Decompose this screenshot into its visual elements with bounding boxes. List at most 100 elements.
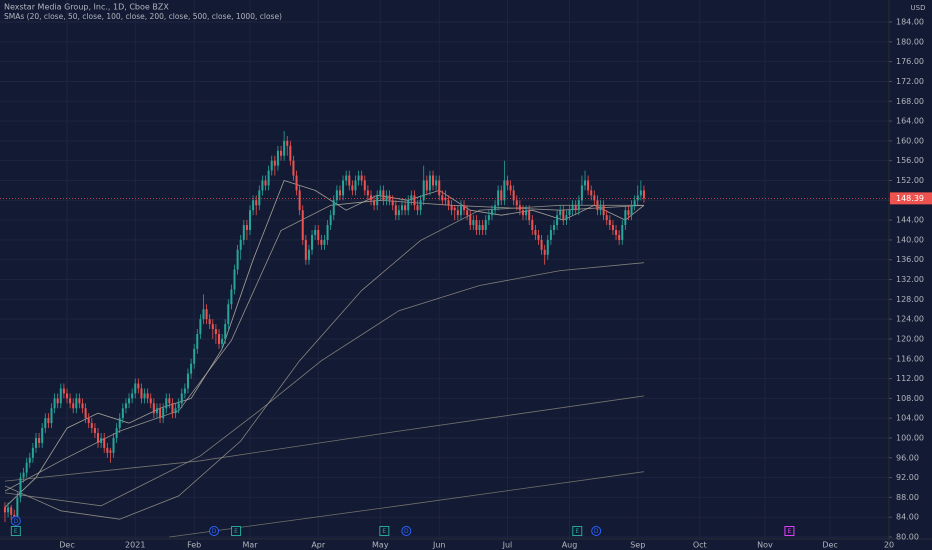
sma-line — [169, 471, 645, 538]
candle-body — [134, 383, 137, 394]
candle-body — [602, 205, 605, 216]
candle-body — [360, 175, 363, 181]
y-tick-label: 84.00 — [896, 513, 919, 522]
candle-body — [165, 398, 168, 409]
candle-body — [562, 210, 565, 221]
candle-body — [444, 197, 447, 201]
candle-body — [78, 398, 81, 404]
candle-body — [593, 195, 596, 201]
y-tick-label: 156.00 — [896, 156, 924, 165]
candle-body — [143, 393, 146, 399]
event-marker — [572, 526, 583, 536]
candle-body — [428, 175, 431, 191]
candle-body — [466, 210, 469, 216]
candle-body — [3, 507, 6, 513]
candle-body — [494, 205, 497, 211]
candle-body — [521, 210, 524, 216]
candle-body — [128, 398, 131, 404]
candle-body — [155, 408, 158, 414]
candle-body — [90, 423, 93, 429]
candle-body — [112, 437, 115, 453]
candle-body — [298, 190, 301, 211]
candle-body — [227, 304, 230, 325]
y-tick-label: 108.00 — [896, 394, 924, 403]
candle-body — [34, 437, 37, 448]
y-tick-label: 116.00 — [896, 354, 924, 363]
candle-body — [326, 225, 329, 240]
event-marker — [209, 526, 220, 536]
candle-body — [28, 457, 31, 463]
y-tick-label: 152.00 — [896, 176, 924, 185]
event-label: D — [212, 528, 217, 535]
candle-body — [630, 205, 633, 216]
candle-body — [190, 363, 193, 374]
candle-body — [289, 145, 292, 161]
candle-body — [196, 333, 199, 349]
candle-body — [627, 210, 630, 216]
candle-body — [605, 215, 608, 221]
candle-body — [537, 234, 540, 240]
grid — [0, 0, 890, 539]
sma-line — [4, 262, 645, 507]
candle-body — [549, 230, 552, 240]
candle-body — [447, 200, 450, 206]
candle-body — [264, 180, 267, 186]
candle-body — [50, 408, 53, 424]
candle-body — [25, 462, 28, 473]
candle-body — [422, 180, 425, 201]
candle-body — [497, 190, 500, 206]
candle-body — [363, 180, 366, 191]
candle-body — [87, 418, 90, 424]
y-tick-label: 124.00 — [896, 315, 924, 324]
candle-body — [621, 225, 624, 240]
candle-body — [44, 418, 47, 429]
y-tick-label: 132.00 — [896, 275, 924, 284]
candle-body — [217, 333, 221, 344]
y-tick-label: 140.00 — [896, 235, 924, 244]
candle-body — [273, 160, 276, 166]
candle-body — [41, 428, 44, 443]
candle-body — [407, 200, 410, 211]
candle-body — [348, 175, 351, 186]
candle-body — [534, 230, 537, 235]
x-tick-label: Feb — [187, 541, 201, 550]
event-marker — [231, 526, 242, 536]
candle-body — [97, 433, 100, 443]
candle-body — [292, 160, 295, 176]
y-tick-label: 92.00 — [896, 473, 919, 482]
axes: 80.00 84.00 88.00 92.00 96.00 100.00 104.00 108… — [10, 18, 932, 550]
y-tick-label: 104.00 — [896, 414, 924, 423]
candle-body — [65, 393, 69, 399]
candle-body — [552, 225, 556, 231]
y-tick-label: 88.00 — [896, 493, 919, 502]
candle-body — [304, 239, 307, 260]
y-tick-label: 172.00 — [896, 77, 924, 86]
candle-body — [509, 185, 512, 191]
event-label: E — [382, 528, 386, 535]
candle-body — [236, 249, 239, 270]
x-tick-label: Aug — [562, 541, 578, 550]
y-tick-label: 180.00 — [896, 37, 924, 46]
candle-body — [624, 210, 627, 226]
candle-body — [202, 309, 205, 320]
x-tick-label: Jul — [502, 541, 513, 550]
candle-body — [249, 210, 252, 231]
sma-line — [4, 204, 644, 520]
candle-body — [540, 239, 543, 250]
candle-body — [432, 175, 435, 186]
candle-body — [590, 190, 593, 196]
candle-body — [596, 200, 599, 211]
candle-body — [140, 388, 143, 399]
candle-body — [633, 200, 636, 206]
event-marker — [379, 526, 390, 536]
x-tick-label: Oct — [693, 541, 707, 550]
candle-body — [162, 408, 165, 419]
x-tick-label: May — [372, 541, 389, 550]
candle-body — [115, 428, 118, 438]
candle-body — [121, 408, 124, 419]
candle-body — [255, 200, 258, 206]
candle-body — [332, 200, 335, 216]
candle-body — [311, 234, 314, 250]
candle-body — [276, 150, 279, 166]
